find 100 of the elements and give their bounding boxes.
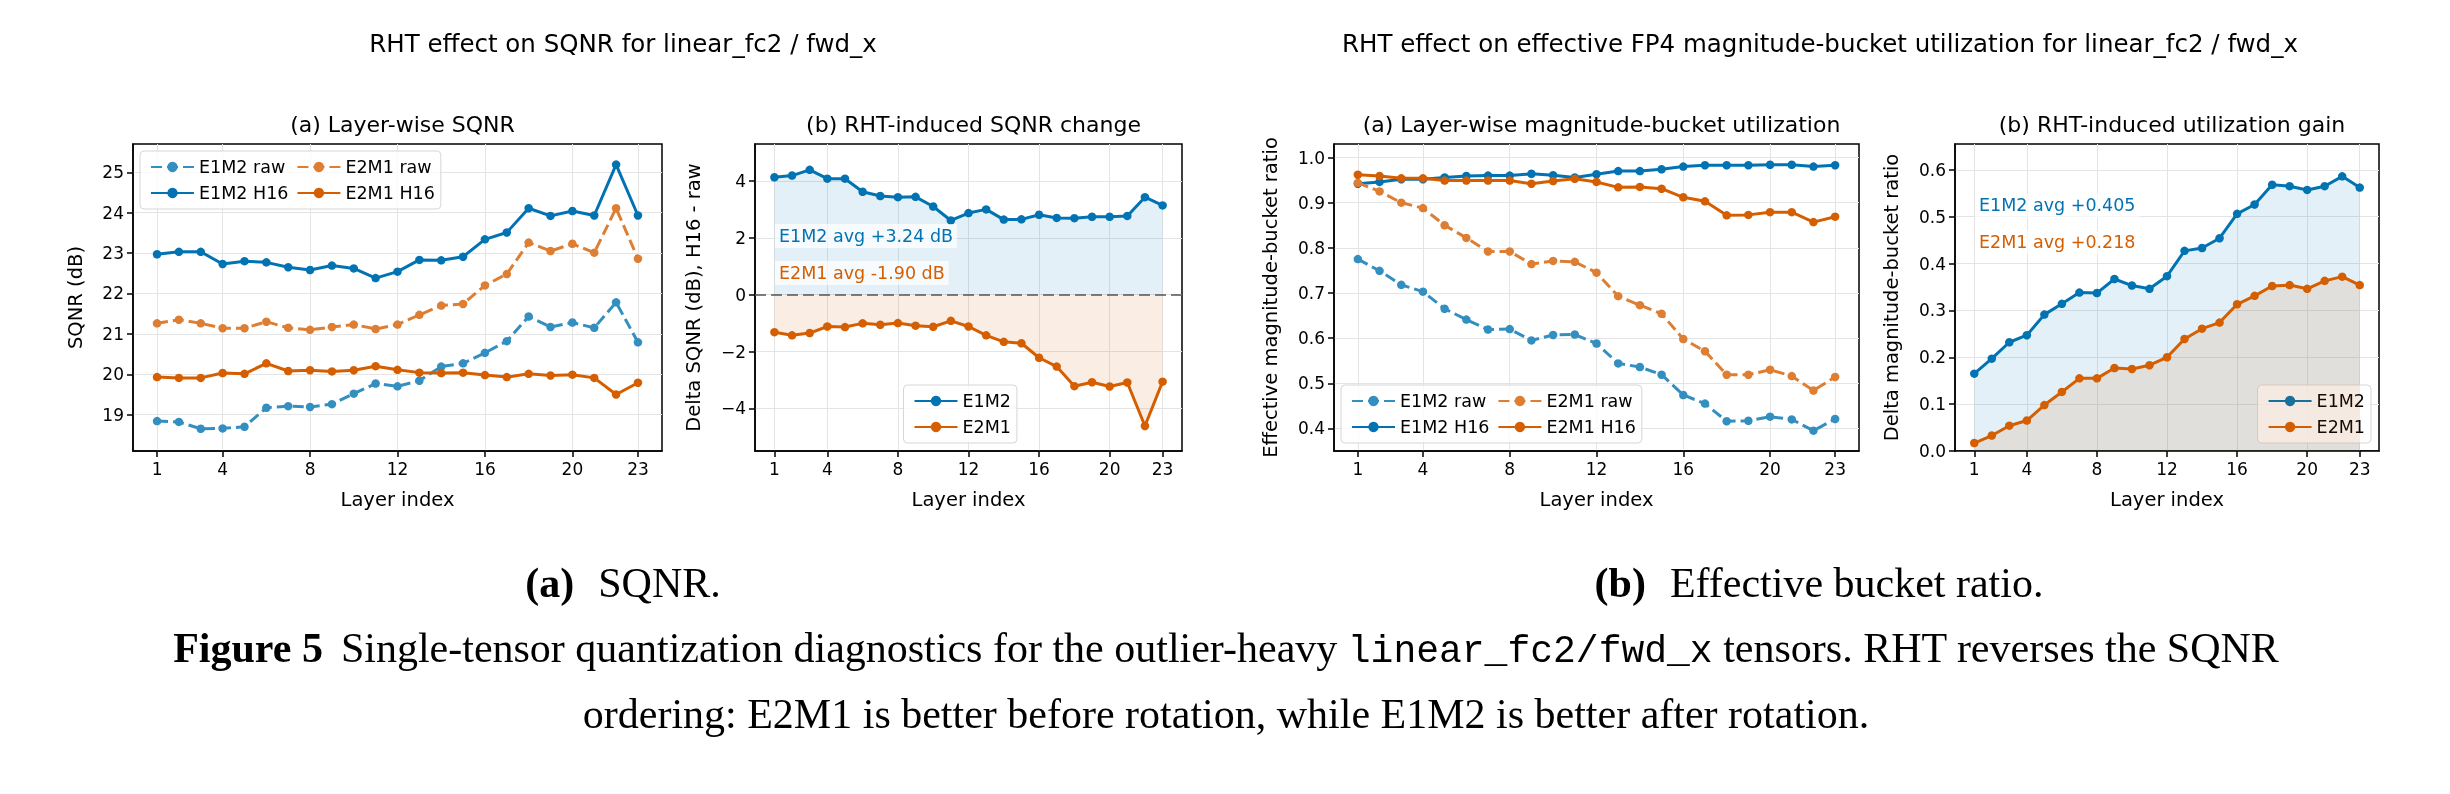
point (1140, 421, 1150, 431)
point (2162, 271, 2172, 281)
point (2285, 181, 2294, 191)
legend-label: E1M2 (962, 391, 1011, 411)
y-tick-label: 0.5 (1297, 373, 1325, 394)
point (840, 174, 850, 183)
point (240, 256, 249, 266)
point (240, 323, 249, 333)
point (876, 320, 885, 330)
point (1657, 370, 1666, 379)
point (305, 365, 315, 375)
point (1765, 365, 1775, 374)
point (823, 174, 832, 183)
point (858, 187, 867, 196)
point (611, 203, 621, 213)
point (1527, 259, 1536, 269)
point (787, 171, 797, 180)
point (305, 265, 315, 275)
point (2092, 288, 2102, 298)
point (568, 239, 577, 249)
point (1722, 160, 1731, 170)
point (415, 376, 424, 385)
x-tick-label: 1 (1968, 458, 1980, 479)
point (327, 261, 337, 270)
point (611, 390, 621, 399)
point (1679, 193, 1688, 202)
y-tick-label: −2 (720, 341, 746, 362)
point (1809, 162, 1818, 171)
point (1462, 233, 1471, 243)
x-tick-label: 12 (386, 458, 409, 479)
point (283, 401, 293, 411)
y-tick-label: 21 (102, 323, 124, 344)
y-tick-label: 0.3 (1918, 300, 1946, 321)
point (1744, 370, 1753, 379)
point (1830, 372, 1840, 382)
x-tick-label: 8 (2091, 458, 2103, 479)
point (436, 256, 446, 265)
point (981, 331, 991, 340)
point (546, 246, 555, 256)
point (1052, 213, 1061, 223)
point (480, 370, 490, 380)
point (1765, 207, 1775, 217)
point (262, 359, 271, 368)
point (1765, 160, 1775, 170)
point (2250, 200, 2259, 209)
point (1657, 184, 1666, 193)
point (964, 322, 973, 331)
x-tick-label: 1 (151, 458, 163, 479)
x-tick-label: 16 (1028, 458, 1050, 479)
y-tick-label: 0.4 (1918, 253, 1946, 274)
point (1613, 166, 1623, 176)
y-axis-title: Delta SQNR (dB), H16 - raw (681, 163, 705, 432)
point (1070, 381, 1079, 391)
point (1505, 324, 1514, 334)
point (1809, 426, 1818, 435)
point (1140, 192, 1150, 202)
point (981, 205, 991, 214)
chart-title: (b) RHT-induced utilization gain (1998, 111, 2346, 137)
point (1700, 197, 1710, 206)
point (458, 368, 468, 377)
text: RHT effect on effective FP4 magnitude-bucket utilization for linear_fc2 / fwd_x (1342, 29, 2298, 58)
point (349, 320, 359, 329)
point (1722, 370, 1731, 379)
x-tick-label: 12 (957, 458, 980, 479)
point (1657, 165, 1666, 174)
x-axis-title: Layer index (911, 487, 1026, 511)
point (1105, 382, 1114, 391)
point (524, 203, 533, 213)
y-tick-label: 19 (102, 404, 124, 425)
legend-label: E2M1 (2316, 417, 2366, 437)
point (568, 370, 577, 379)
point (1527, 179, 1536, 188)
point (1397, 280, 1406, 290)
point (1548, 176, 1558, 186)
legend-label: E1M2 H16 (1400, 417, 1490, 437)
point (283, 323, 293, 333)
y-axis-title: Effective magnitude-bucket ratio (1258, 137, 1282, 458)
y-tick-label: 0.7 (1297, 282, 1325, 303)
point (589, 211, 599, 220)
point (502, 269, 512, 279)
legend-label: E2M1 raw (1546, 391, 1633, 411)
point (2145, 284, 2154, 294)
point (262, 317, 271, 326)
y-tick-label: 0.8 (1297, 237, 1325, 258)
point (568, 206, 577, 216)
y-tick-label: 0.2 (1918, 347, 1946, 368)
y-tick-label: 22 (102, 283, 124, 304)
point (1158, 201, 1167, 210)
point (999, 337, 1009, 347)
legend-label: E1M2 H16 (199, 183, 289, 203)
point (1722, 416, 1731, 426)
point (327, 399, 337, 409)
y-axis-title: Delta magnitude-bucket ratio (1879, 153, 1903, 442)
x-tick-label: 8 (1504, 458, 1516, 479)
point (1970, 369, 1979, 378)
point (589, 373, 599, 383)
point (524, 238, 533, 247)
text: (a) (525, 560, 575, 606)
point (393, 365, 402, 375)
point (415, 368, 424, 377)
